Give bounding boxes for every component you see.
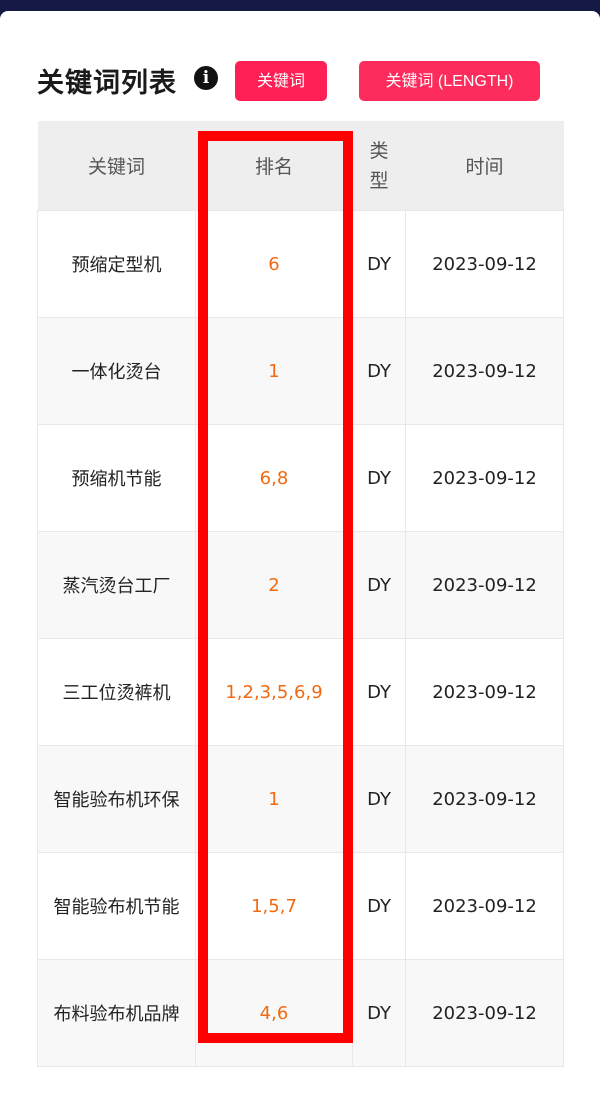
- keyword-cell: 智能验布机环保: [37, 745, 196, 853]
- keyword-cell: 预缩定型机: [37, 210, 196, 318]
- rank-cell: 2: [195, 531, 353, 639]
- type-cell: DY: [352, 531, 406, 639]
- date-cell: 2023-09-12: [405, 852, 564, 960]
- keyword-cell: 蒸汽烫台工厂: [37, 531, 196, 639]
- date-cell: 2023-09-12: [405, 745, 564, 853]
- keyword-cell: 一体化烫台: [37, 317, 196, 425]
- rank-cell: 1: [195, 745, 353, 853]
- column-header-keyword[interactable]: 关键词: [37, 121, 196, 211]
- keyword-button[interactable]: 关键词: [235, 61, 327, 101]
- column-header-rank[interactable]: 排名: [195, 121, 353, 211]
- info-circle-icon[interactable]: i: [194, 66, 218, 90]
- table-row: 三工位烫裤机 1,2,3,5,6,9 DY 2023-09-12: [37, 638, 564, 746]
- rank-cell: 4,6: [195, 959, 353, 1067]
- type-cell: DY: [352, 210, 406, 318]
- table-row: 预缩机节能 6,8 DY 2023-09-12: [37, 424, 564, 532]
- table-row: 智能验布机环保 1 DY 2023-09-12: [37, 745, 564, 853]
- page-title: 关键词列表: [37, 68, 177, 99]
- rank-cell: 1,2,3,5,6,9: [195, 638, 353, 746]
- date-cell: 2023-09-12: [405, 959, 564, 1067]
- type-cell: DY: [352, 317, 406, 425]
- column-header-type[interactable]: 类型: [352, 121, 406, 211]
- type-cell: DY: [352, 745, 406, 853]
- type-cell: DY: [352, 424, 406, 532]
- date-cell: 2023-09-12: [405, 424, 564, 532]
- keyword-cell: 智能验布机节能: [37, 852, 196, 960]
- date-cell: 2023-09-12: [405, 210, 564, 318]
- rank-cell: 1: [195, 317, 353, 425]
- table-row: 智能验布机节能 1,5,7 DY 2023-09-12: [37, 852, 564, 960]
- type-cell: DY: [352, 959, 406, 1067]
- table-row: 布料验布机品牌 4,6 DY 2023-09-12: [37, 959, 564, 1067]
- rank-cell: 6: [195, 210, 353, 318]
- table-row: 蒸汽烫台工厂 2 DY 2023-09-12: [37, 531, 564, 639]
- column-header-date[interactable]: 时间: [405, 121, 564, 211]
- date-cell: 2023-09-12: [405, 317, 564, 425]
- rank-cell: 1,5,7: [195, 852, 353, 960]
- keyword-length-button[interactable]: 关键词 (LENGTH): [359, 61, 540, 101]
- keyword-cell: 布料验布机品牌: [37, 959, 196, 1067]
- date-cell: 2023-09-12: [405, 638, 564, 746]
- date-cell: 2023-09-12: [405, 531, 564, 639]
- rank-cell: 6,8: [195, 424, 353, 532]
- keyword-cell: 预缩机节能: [37, 424, 196, 532]
- type-cell: DY: [352, 852, 406, 960]
- table-row: 预缩定型机 6 DY 2023-09-12: [37, 210, 564, 318]
- keyword-cell: 三工位烫裤机: [37, 638, 196, 746]
- type-cell: DY: [352, 638, 406, 746]
- table-row: 一体化烫台 1 DY 2023-09-12: [37, 317, 564, 425]
- keyword-table: 关键词 排名 类型 时间 预缩定型机 6 DY 2023-09-12 一体化烫台 1 DY 2…: [37, 121, 564, 1067]
